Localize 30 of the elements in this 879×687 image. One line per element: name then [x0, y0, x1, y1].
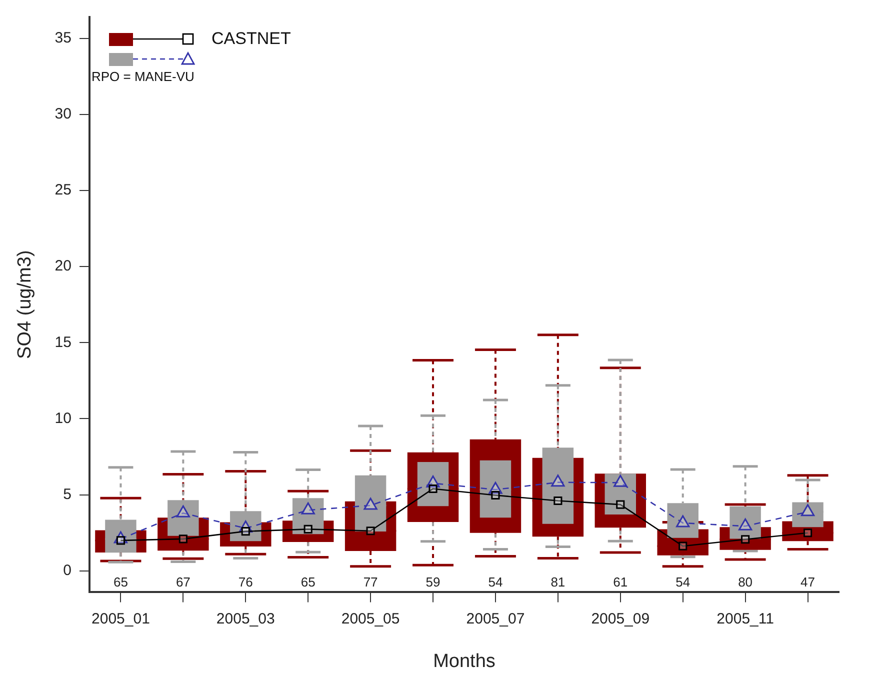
- annotation: 77: [363, 574, 378, 590]
- y-tick-label: 30: [54, 106, 72, 123]
- annotation: 47: [800, 574, 816, 590]
- annotation: 54: [676, 574, 690, 590]
- x-axis-title: Months: [433, 650, 496, 672]
- annotation: 65: [300, 574, 316, 590]
- annotation: 59: [426, 574, 440, 590]
- annotation: RPO = MANE-VU: [91, 69, 194, 84]
- y-tick-label: 0: [63, 562, 72, 580]
- text: CASTNET: [211, 29, 291, 49]
- y-tick-label: 25: [54, 182, 72, 199]
- x-tick-label: 2005_03: [216, 610, 275, 628]
- x-tick-label: 2005_05: [341, 610, 400, 628]
- x-tick-label: 2005_09: [591, 610, 650, 628]
- annotation: 65: [113, 574, 128, 590]
- y-axis-title: SO4 (ug/m3): [14, 250, 36, 359]
- y-tick-label: 10: [54, 410, 72, 427]
- y-tick-label: 15: [54, 334, 72, 351]
- annotation: 76: [238, 574, 253, 590]
- annotation: 67: [176, 574, 190, 590]
- annotation: 61: [613, 574, 628, 590]
- x-tick-label: 2005_11: [716, 610, 774, 628]
- annotation: 81: [550, 574, 566, 590]
- x-tick-label: 2005_01: [92, 610, 150, 628]
- annotation: 80: [738, 574, 753, 590]
- y-tick-label: 5: [63, 486, 72, 503]
- y-tick-label: 20: [54, 258, 72, 275]
- y-tick-label: 35: [54, 29, 72, 46]
- annotation: 54: [488, 574, 503, 590]
- x-tick-label: 2005_07: [466, 610, 525, 628]
